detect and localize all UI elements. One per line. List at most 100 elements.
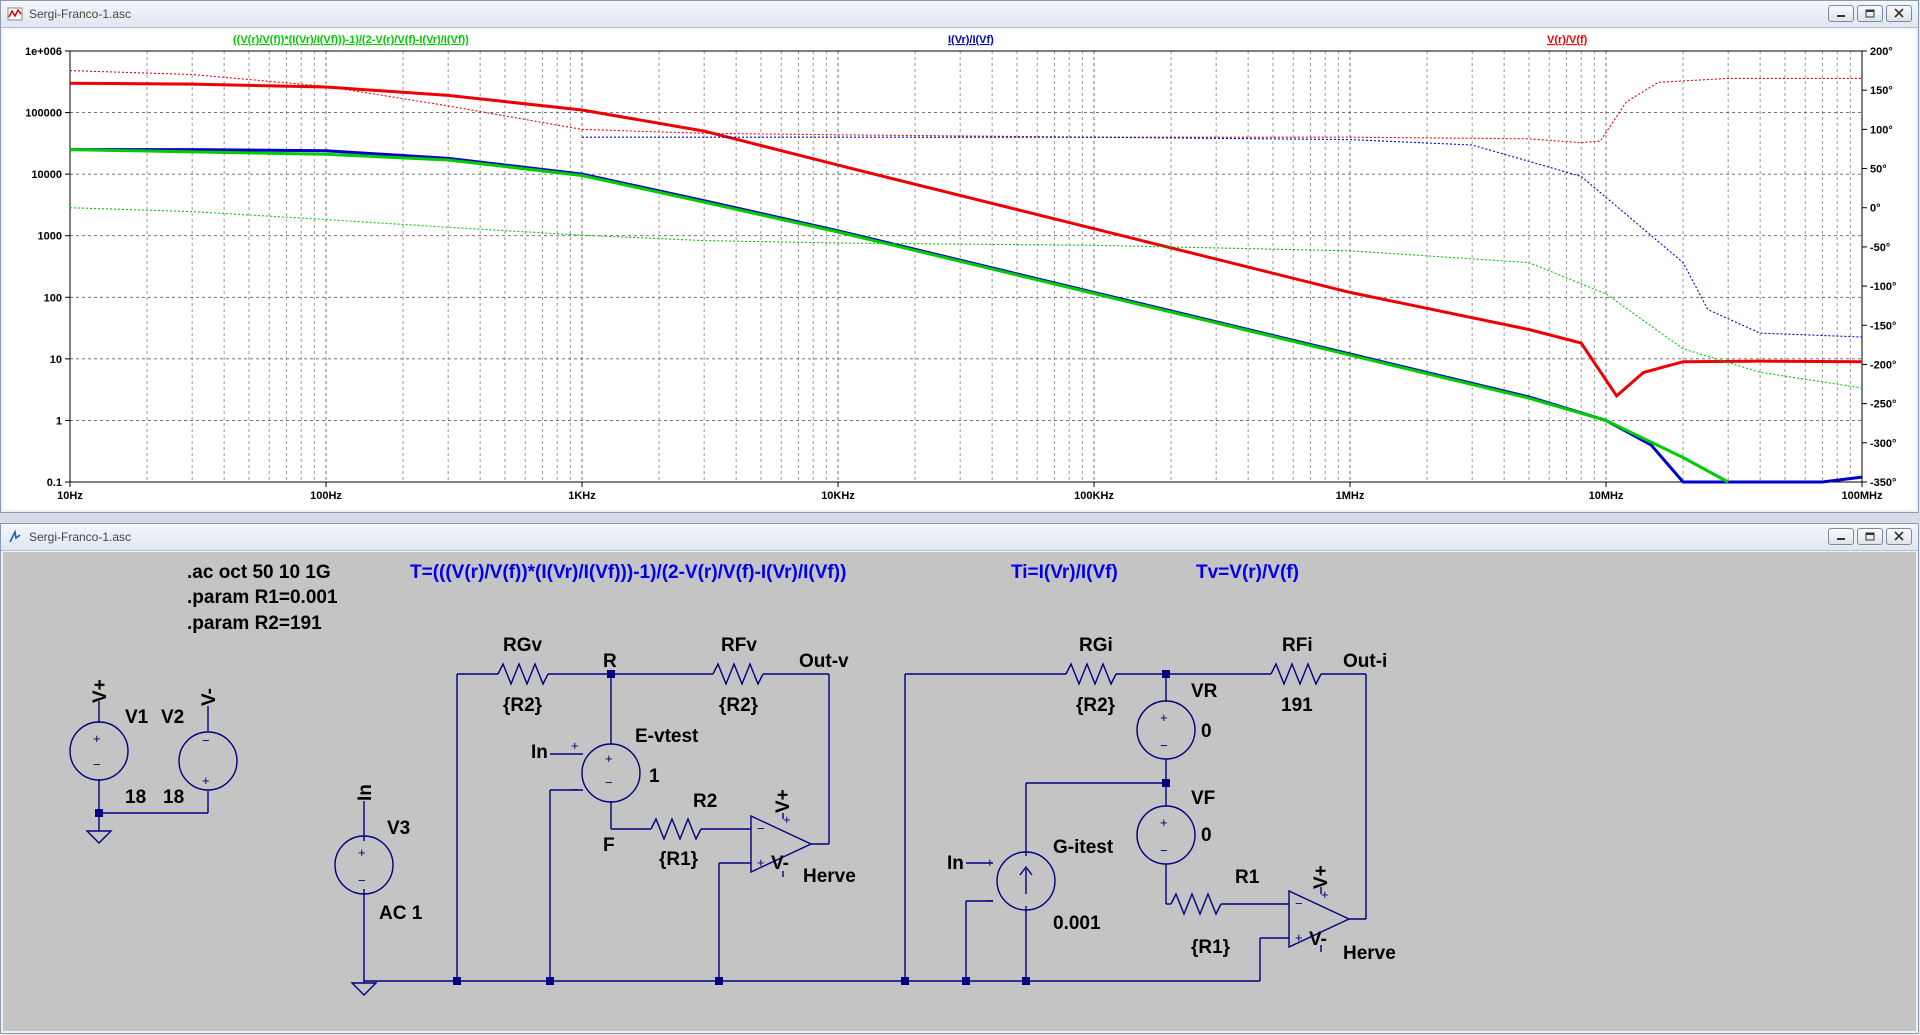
- svg-text:+: +: [1321, 887, 1329, 902]
- svg-text:−: −: [757, 821, 765, 836]
- y-axis-left[interactable]: 1e+006 100000 10000 1000 100 10 1 0.1: [25, 46, 70, 489]
- label-v3-ac[interactable]: AC 1: [379, 903, 423, 924]
- schematic-canvas[interactable]: + − − + + − + − + − + − + − + − − + − + + + .ac oct…: [3, 552, 1916, 1031]
- y2-tick-label: -250°: [1870, 399, 1896, 411]
- label-rgv[interactable]: RGv: [503, 635, 543, 656]
- label-rfi-value[interactable]: 191: [1281, 695, 1313, 716]
- x-tick-label: 1MHz: [1336, 490, 1365, 502]
- y-tick-label: 100000: [25, 108, 62, 120]
- label-r1[interactable]: R1: [1235, 867, 1260, 888]
- minimize-button[interactable]: [1828, 5, 1854, 22]
- svg-text:+: +: [757, 855, 765, 870]
- svg-text:+: +: [93, 731, 101, 746]
- y-tick-label: 100: [44, 292, 62, 304]
- label-vf[interactable]: VF: [1191, 788, 1215, 809]
- svg-text:+: +: [783, 812, 791, 827]
- y2-tick-label: 0°: [1870, 203, 1881, 215]
- svg-text:+: +: [1160, 815, 1168, 830]
- plot-pane[interactable]: 1e+006 100000 10000 1000 100 10 1 0.1 200° 150° 10…: [3, 29, 1916, 510]
- x-axis[interactable]: 10Hz 100Hz 1KHz 10KHz 100KHz 1MHz 10MHz 100MHz: [57, 482, 1883, 502]
- x-tick-label: 1KHz: [568, 490, 596, 502]
- waveform-window-title: Sergi-Franco-1.asc: [29, 7, 132, 21]
- svg-text:+: +: [605, 751, 613, 766]
- plot-frame: [69, 50, 1863, 483]
- magnitude-trace[interactable]: [69, 148, 1729, 484]
- bode-plot[interactable]: 1e+006 100000 10000 1000 100 10 1 0.1 200° 150° 10…: [3, 29, 1916, 510]
- label-g-value[interactable]: 0.001: [1053, 913, 1101, 934]
- directive-param-r1[interactable]: .param R1=0.001: [187, 587, 338, 608]
- label-v2-value[interactable]: 18: [163, 787, 184, 808]
- y2-tick-label: -350°: [1870, 477, 1896, 489]
- label-vminus-2: V-: [771, 853, 789, 874]
- label-v2[interactable]: V2: [161, 707, 184, 728]
- y-axis-right[interactable]: 200° 150° 100° 50° 0° -50° -100° -150° -200° -250…: [1862, 46, 1896, 489]
- label-herve-1[interactable]: Herve: [803, 866, 856, 887]
- label-vminus-1: V-: [199, 688, 220, 706]
- directive-param-r2[interactable]: .param R2=191: [187, 613, 322, 634]
- measure-tv[interactable]: Tv=V(r)/V(f): [1196, 562, 1299, 583]
- label-herve-2[interactable]: Herve: [1343, 943, 1396, 964]
- label-f-node: F: [603, 835, 615, 856]
- svg-text:+: +: [1160, 710, 1168, 725]
- label-v1[interactable]: V1: [125, 707, 149, 728]
- label-r2[interactable]: R2: [693, 791, 717, 812]
- measure-ti[interactable]: Ti=I(Vr)/I(Vf): [1011, 562, 1118, 583]
- label-rfv[interactable]: RFv: [721, 635, 757, 656]
- label-gitest[interactable]: G-itest: [1053, 837, 1114, 858]
- label-e-gain[interactable]: 1: [649, 766, 660, 787]
- label-rfv-value[interactable]: {R2}: [719, 695, 759, 716]
- magnitude-trace[interactable]: [69, 81, 1863, 399]
- label-out-i: Out-i: [1343, 651, 1387, 672]
- phase-trace[interactable]: [69, 207, 1863, 389]
- waveform-window[interactable]: Sergi-Franco-1.asc 1e+006 100000 10000 1000…: [0, 0, 1919, 513]
- directive-ac[interactable]: .ac oct 50 10 1G: [187, 562, 331, 583]
- waveform-titlebar[interactable]: Sergi-Franco-1.asc: [1, 1, 1918, 28]
- label-rgv-value[interactable]: {R2}: [503, 695, 543, 716]
- window-divider: [0, 513, 1920, 523]
- svg-text:+: +: [1295, 930, 1303, 945]
- label-vminus-3: V-: [1309, 929, 1327, 950]
- label-rgi-value[interactable]: {R2}: [1076, 695, 1116, 716]
- label-r2-value[interactable]: {R1}: [659, 849, 699, 870]
- label-in-gitest: In: [947, 853, 964, 874]
- y2-tick-label: 100°: [1870, 124, 1893, 136]
- schematic-pane[interactable]: + − − + + − + − + − + − + − + − − + − + + + .ac oct…: [3, 552, 1916, 1031]
- schematic-titlebar[interactable]: Sergi-Franco-1.asc: [1, 524, 1918, 551]
- label-evtest[interactable]: E-vtest: [635, 726, 699, 747]
- phase-trace[interactable]: [582, 136, 1863, 338]
- trace-label[interactable]: ((V(r)/V(f))*(I(Vr)/I(Vf)))-1)/(2-V(r)/V…: [233, 34, 469, 46]
- measure-t[interactable]: T=(((V(r)/V(f))*(I(Vr)/I(Vf)))-1)/(2-V(r…: [410, 562, 846, 583]
- svg-text:−: −: [358, 873, 366, 888]
- trace-label[interactable]: I(Vr)/I(Vf): [948, 34, 994, 46]
- restore-button[interactable]: [1857, 528, 1883, 545]
- svg-text:+: +: [202, 773, 210, 788]
- x-tick-label: 100KHz: [1074, 490, 1114, 502]
- svg-text:+: +: [986, 855, 994, 870]
- svg-text:−: −: [1160, 843, 1168, 858]
- label-rgi[interactable]: RGi: [1079, 635, 1113, 656]
- svg-text:−: −: [605, 775, 613, 790]
- svg-text:−: −: [986, 893, 994, 908]
- y-tick-label: 1e+006: [25, 46, 62, 58]
- y2-tick-label: 150°: [1870, 85, 1893, 97]
- label-vplus-2: V+: [773, 789, 794, 813]
- trace-label[interactable]: V(r)/V(f): [1547, 34, 1588, 46]
- label-vr-value[interactable]: 0: [1201, 721, 1212, 742]
- x-tick-label: 100MHz: [1842, 490, 1883, 502]
- label-r1-value[interactable]: {R1}: [1191, 937, 1231, 958]
- y-tick-label: 1000: [38, 231, 62, 243]
- label-vf-value[interactable]: 0: [1201, 825, 1212, 846]
- label-v3[interactable]: V3: [387, 818, 410, 839]
- schematic-window[interactable]: Sergi-Franco-1.asc: [0, 523, 1919, 1034]
- y2-tick-label: 200°: [1870, 46, 1893, 58]
- phase-trace[interactable]: [69, 70, 1862, 144]
- label-rfi[interactable]: RFi: [1282, 635, 1313, 656]
- close-button[interactable]: [1886, 528, 1912, 545]
- restore-button[interactable]: [1857, 5, 1883, 22]
- label-in-evtest: In: [531, 742, 548, 763]
- x-tick-label: 10MHz: [1589, 490, 1624, 502]
- label-vr[interactable]: VR: [1191, 681, 1218, 702]
- minimize-button[interactable]: [1828, 528, 1854, 545]
- close-button[interactable]: [1886, 5, 1912, 22]
- label-v1-value[interactable]: 18: [125, 787, 146, 808]
